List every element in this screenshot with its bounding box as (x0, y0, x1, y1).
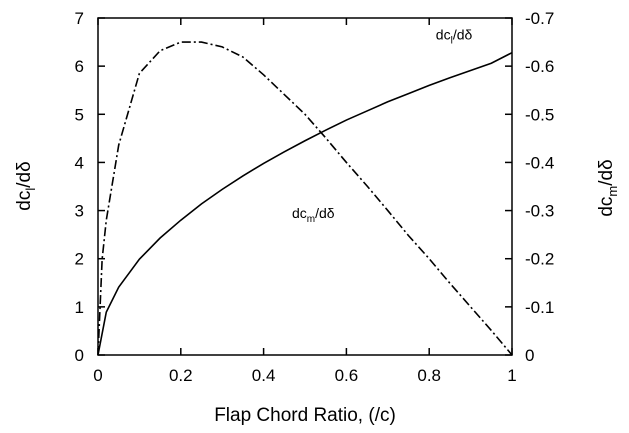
x-tick-label: 0.6 (335, 366, 359, 385)
right-y-tick-label: -0.6 (525, 57, 554, 76)
right-y-tick-label: 0 (525, 346, 534, 365)
left-y-tick-label: 0 (75, 346, 84, 365)
left-y-tick-label: 3 (75, 202, 84, 221)
plot-frame (97, 17, 513, 356)
left-y-tick-label: 6 (75, 57, 84, 76)
right-y-axis: 0 -0.1 -0.2 -0.3 -0.4 -0.5 -0.6 -0.7 (505, 9, 554, 365)
right-y-tick-label: -0.7 (525, 9, 554, 28)
right-y-tick-label: -0.5 (525, 105, 554, 124)
left-y-axis-title: dcl/dδ (14, 161, 38, 210)
right-y-tick-label: -0.1 (525, 298, 554, 317)
left-y-tick-label: 7 (75, 9, 84, 28)
x-tick-label: 1 (507, 366, 516, 385)
right-y-tick-label: -0.2 (525, 250, 554, 269)
annotation-dcl: dcl/dδ (436, 27, 473, 47)
left-y-tick-label: 5 (75, 105, 84, 124)
right-y-axis-title: dcm/dδ (596, 159, 620, 216)
x-axis-title: Flap Chord Ratio, (/c) (214, 405, 396, 426)
x-tick-label: 0.4 (252, 366, 276, 385)
right-y-tick-label: -0.3 (525, 202, 554, 221)
left-y-tick-label: 1 (75, 298, 84, 317)
x-axis: 0 0.2 0.4 0.6 0.8 1 (93, 18, 517, 385)
left-y-tick-label: 4 (75, 153, 84, 172)
x-tick-label: 0 (93, 366, 102, 385)
left-y-tick-label: 2 (75, 250, 84, 269)
x-tick-label: 0.2 (169, 366, 193, 385)
series-dcm-ddelta-line (97, 41, 513, 356)
annotation-dcm: dcm/dδ (292, 205, 335, 225)
series-dcl-ddelta-line (97, 51, 513, 356)
right-y-tick-label: -0.4 (525, 153, 554, 172)
x-tick-label: 0.8 (417, 366, 441, 385)
left-y-axis: 0 1 2 3 4 5 6 7 (75, 9, 105, 365)
